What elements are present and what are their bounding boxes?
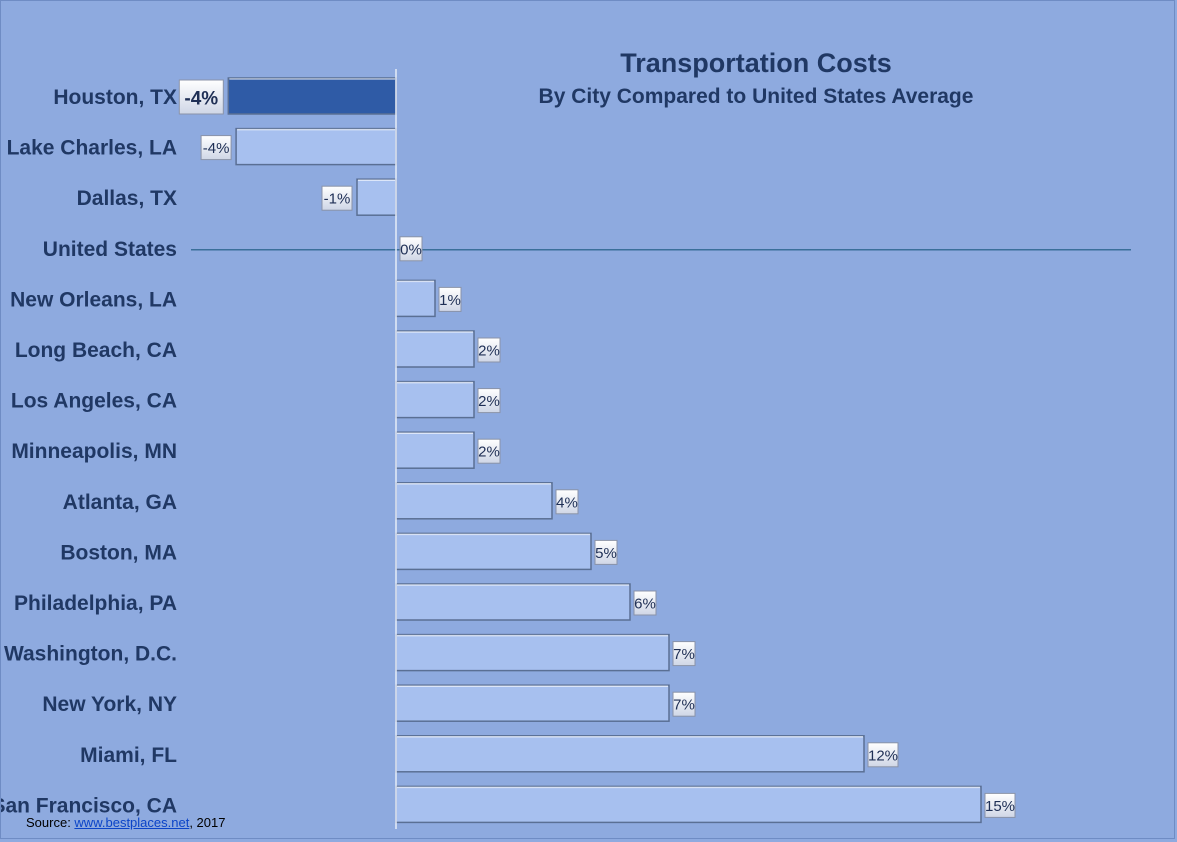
data-label-miami-fl: 12% <box>868 747 898 764</box>
data-label-box-lake-charles-la <box>200 135 232 161</box>
category-label-san-francisco-ca: San Francisco, CA <box>1 794 177 817</box>
chart-subtitle: By City Compared to United States Averag… <box>539 85 974 108</box>
data-label-san-francisco-ca: 15% <box>985 798 1015 815</box>
bar-philadelphia-pa <box>395 583 631 621</box>
bar-long-beach-ca <box>395 330 475 368</box>
data-label-houston-tx: -4% <box>184 89 218 110</box>
bar-boston-ma <box>395 532 592 571</box>
source-suffix: , 2017 <box>189 815 226 830</box>
category-label-new-orleans-la: New Orleans, LA <box>10 288 177 311</box>
chart-title: Transportation Costs <box>620 48 892 78</box>
bar-miami-fl <box>395 735 865 773</box>
category-label-los-angeles-ca: Los Angeles, CA <box>11 390 177 413</box>
data-label-new-orleans-la: 1% <box>439 292 461 309</box>
category-label-long-beach-ca: Long Beach, CA <box>15 339 177 362</box>
source-prefix: Source: <box>26 815 75 830</box>
data-label-box-dallas-tx <box>321 185 353 211</box>
category-label-philadelphia-pa: Philadelphia, PA <box>14 592 177 615</box>
bar-san-francisco-ca <box>395 785 982 824</box>
category-label-new-york-ny: New York, NY <box>42 693 177 716</box>
data-label-united-states: 0% <box>400 241 422 258</box>
data-label-philadelphia-pa: 6% <box>634 596 656 613</box>
data-label-box-miami-fl <box>867 742 899 768</box>
category-label-lake-charles-la: Lake Charles, LA <box>7 137 177 160</box>
data-label-boston-ma: 5% <box>595 545 617 562</box>
data-label-box-boston-ma <box>594 539 618 565</box>
data-label-los-angeles-ca: 2% <box>478 393 500 410</box>
data-label-box-atlanta-ga <box>555 489 579 515</box>
category-label-houston-tx: Houston, TX <box>53 86 177 109</box>
bar-new-orleans-la <box>395 279 436 318</box>
data-label-box-san-francisco-ca <box>984 792 1016 818</box>
category-label-dallas-tx: Dallas, TX <box>77 187 177 210</box>
data-label-box-washington-d-c <box>672 641 696 667</box>
data-label-box-long-beach-ca <box>477 337 501 363</box>
source-link[interactable]: www.bestplaces.net <box>74 815 190 830</box>
bar-lake-charles-la <box>235 127 397 166</box>
category-label-atlanta-ga: Atlanta, GA <box>63 491 177 514</box>
data-label-long-beach-ca: 2% <box>478 343 500 360</box>
bar-atlanta-ga <box>395 482 553 520</box>
category-label-minneapolis-mn: Minneapolis, MN <box>11 440 177 463</box>
data-label-box-philadelphia-pa <box>633 590 657 616</box>
category-label-washington-d-c: Washington, D.C. <box>4 643 177 666</box>
source-note: Source: www.bestplaces.net, 2017 <box>26 815 225 830</box>
data-label-washington-d-c: 7% <box>673 646 695 663</box>
chart-marks: Houston, TX -4% Lake Charles, LA -4% Dallas,… <box>1 69 1131 829</box>
data-label-box-los-angeles-ca <box>477 388 501 414</box>
data-label-minneapolis-mn: 2% <box>478 444 500 461</box>
data-label-box-minneapolis-mn <box>477 438 501 464</box>
category-label-boston-ma: Boston, MA <box>60 541 177 564</box>
bar-los-angeles-ca <box>395 380 475 419</box>
data-label-box-houston-tx <box>178 79 224 115</box>
bar-dallas-tx <box>356 178 397 216</box>
data-label-box-united-states <box>399 236 423 262</box>
data-label-new-york-ny: 7% <box>673 697 695 714</box>
data-label-box-new-york-ny <box>672 691 696 717</box>
data-label-dallas-tx: -1% <box>324 191 351 208</box>
category-label-united-states: United States <box>43 238 177 261</box>
bar-minneapolis-mn <box>395 431 475 469</box>
bar-houston-tx <box>227 77 397 115</box>
data-label-atlanta-ga: 4% <box>556 494 578 511</box>
bar-washington-d-c <box>395 633 670 672</box>
data-label-box-new-orleans-la <box>438 286 462 312</box>
data-label-lake-charles-la: -4% <box>203 140 230 157</box>
category-label-miami-fl: Miami, FL <box>80 744 177 767</box>
bar-new-york-ny <box>395 684 670 722</box>
